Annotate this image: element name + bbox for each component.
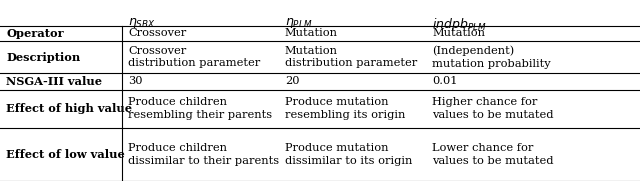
Text: (Independent)
mutation probability: (Independent) mutation probability	[432, 45, 550, 69]
Text: Lower chance for
values to be mutated: Lower chance for values to be mutated	[432, 143, 554, 166]
Text: 30: 30	[128, 76, 143, 87]
Text: Crossover: Crossover	[128, 28, 186, 39]
Text: NSGA-III value: NSGA-III value	[6, 76, 102, 87]
Text: 0.01: 0.01	[432, 76, 458, 87]
Text: Produce mutation
dissimilar to its origin: Produce mutation dissimilar to its origi…	[285, 143, 412, 166]
Text: Produce children
dissimilar to their parents: Produce children dissimilar to their par…	[128, 143, 279, 166]
Text: Mutation: Mutation	[432, 28, 485, 39]
Text: Mutation: Mutation	[285, 28, 338, 39]
Text: Higher chance for
values to be mutated: Higher chance for values to be mutated	[432, 97, 554, 120]
Text: Effect of high value: Effect of high value	[6, 103, 132, 114]
Text: $indpb_{PLM}$: $indpb_{PLM}$	[432, 16, 486, 33]
Text: Crossover
distribution parameter: Crossover distribution parameter	[128, 46, 260, 68]
Text: Mutation
distribution parameter: Mutation distribution parameter	[285, 46, 417, 68]
Text: $\eta_{PLM}$: $\eta_{PLM}$	[285, 16, 312, 30]
Text: Produce children
resembling their parents: Produce children resembling their parent…	[128, 97, 272, 120]
Text: $\eta_{SBX}$: $\eta_{SBX}$	[128, 16, 156, 30]
Text: Operator: Operator	[6, 28, 64, 39]
Text: Effect of low value: Effect of low value	[6, 149, 125, 160]
Text: Description: Description	[6, 52, 81, 62]
Text: Produce mutation
resembling its origin: Produce mutation resembling its origin	[285, 97, 405, 120]
Text: 20: 20	[285, 76, 300, 87]
